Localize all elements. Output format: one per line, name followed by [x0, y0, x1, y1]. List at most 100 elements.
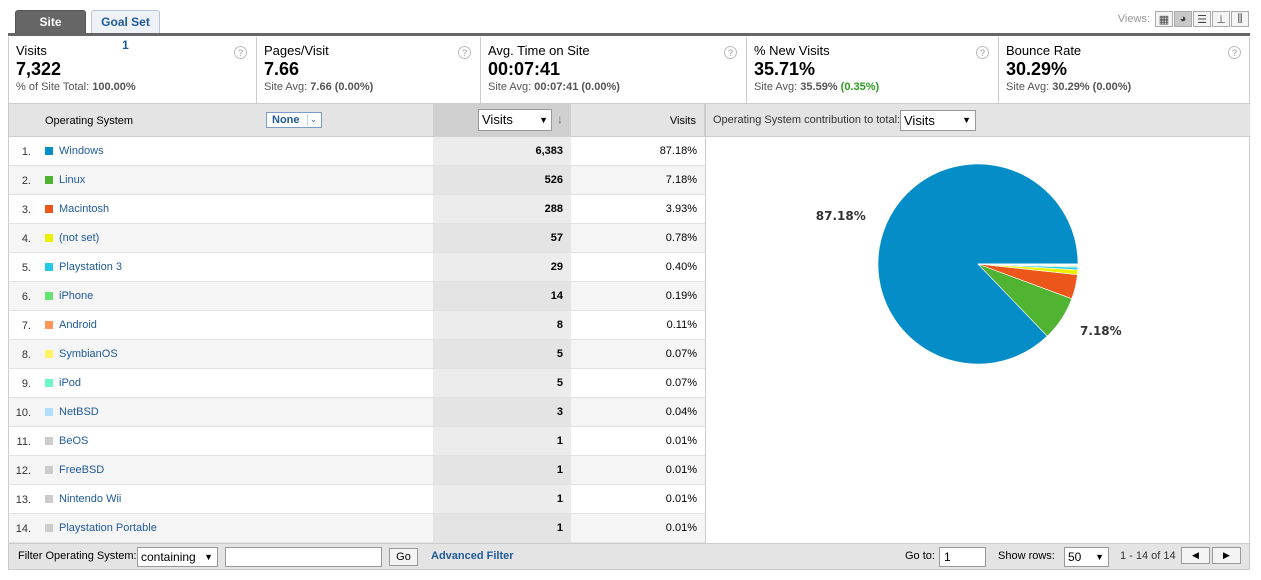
help-icon[interactable]: ? [1228, 46, 1241, 59]
os-name-link[interactable]: Windows [59, 145, 104, 157]
chart-metric-select[interactable]: Visits ▼ [900, 110, 976, 131]
filter-go-button[interactable]: Go [389, 548, 418, 566]
pie-chart: 87.18% 7.18% [816, 163, 1122, 365]
show-rows-select[interactable]: 50 ▼ [1064, 547, 1109, 567]
performance-view-icon[interactable]: ☰ [1193, 11, 1211, 27]
tab-goal-set-1[interactable]: Goal Set 1 [91, 10, 160, 52]
os-name-link[interactable]: (not set) [59, 232, 100, 244]
table-row[interactable]: 2. Linux 526 7.18% [8, 166, 705, 195]
metric-column-header[interactable]: Visits [669, 115, 696, 127]
os-name-link[interactable]: Linux [59, 174, 86, 186]
os-name-link[interactable]: iPod [59, 377, 82, 389]
metric-select[interactable]: Visits ▼ [478, 109, 552, 131]
advanced-filter-link[interactable]: Advanced Filter [431, 550, 514, 562]
metric-bounce-rate: Bounce Rate 30.29% Site Avg: 30.29% (0.0… [999, 37, 1250, 103]
table-row[interactable]: 7. Android 8 0.11% [8, 311, 705, 340]
comparison-view-icon[interactable]: ⊥ [1212, 11, 1230, 27]
metric-pages-visit: Pages/Visit 7.66 Site Avg: 7.66 (0.00%) … [257, 37, 481, 103]
metric-value: 30.29% [1006, 59, 1068, 79]
os-name-link[interactable]: Android [59, 319, 97, 331]
os-name-link[interactable]: BeOS [59, 435, 89, 447]
os-name-link[interactable]: iPhone [59, 290, 94, 302]
os-name-link[interactable]: Macintosh [59, 203, 110, 215]
table-row[interactable]: 12. FreeBSD 1 0.01% [8, 456, 705, 485]
pivot-view-icon[interactable]: ⫼ [1231, 11, 1249, 27]
row-number: 10. [15, 407, 31, 419]
metric-sub: Site Avg: 00:07:41 (0.00%) [488, 81, 620, 93]
visits-value: 5 [433, 340, 571, 368]
table-row[interactable]: 6. iPhone 14 0.19% [8, 282, 705, 311]
metric-label: Avg. Time on Site [488, 43, 590, 58]
filter-input[interactable] [225, 547, 382, 567]
table-row[interactable]: 1. Windows 6,383 87.18% [8, 137, 705, 166]
visits-value: 57 [433, 224, 571, 252]
metric-value: 7.66 [264, 59, 300, 79]
dropdown-arrow-icon: ▼ [962, 115, 971, 125]
visits-percent: 0.01% [665, 493, 697, 505]
row-number: 3. [21, 204, 31, 216]
help-icon[interactable]: ? [724, 46, 737, 59]
visits-value: 1 [433, 456, 571, 484]
sort-descending-icon[interactable]: ↓ [557, 112, 563, 126]
table-view-icon[interactable]: ▦ [1155, 11, 1173, 27]
dimension-header[interactable]: Operating System [45, 115, 134, 127]
visits-percent: 0.04% [665, 406, 697, 418]
table-row[interactable]: 13. Nintendo Wii 1 0.01% [8, 485, 705, 514]
metric-label: % New Visits [754, 43, 830, 58]
pie-data-label: 87.18% [816, 209, 866, 223]
goto-input[interactable]: 1 [939, 547, 986, 567]
row-number: 6. [21, 291, 31, 303]
os-name-link[interactable]: FreeBSD [59, 464, 105, 476]
row-number: 9. [21, 378, 31, 390]
metric-sub: Site Avg: 7.66 (0.00%) [264, 81, 374, 93]
metric-sub: % of Site Total: 100.00% [16, 81, 136, 93]
help-icon[interactable]: ? [458, 46, 471, 59]
table-row[interactable]: 9. iPod 5 0.07% [8, 369, 705, 398]
os-name-link[interactable]: Playstation 3 [59, 261, 122, 273]
series-swatch [45, 379, 53, 387]
dropdown-arrow-icon: ▼ [539, 115, 548, 125]
row-number: 2. [21, 175, 31, 187]
table-footer: Filter Operating System: containing ▼ Go… [8, 543, 1250, 570]
metric-label: Bounce Rate [1006, 43, 1082, 58]
row-number: 4. [21, 233, 31, 245]
table-row[interactable]: 8. SymbianOS 5 0.07% [8, 340, 705, 369]
visits-percent: 0.78% [665, 232, 697, 244]
series-swatch [45, 524, 53, 532]
filter-mode-select[interactable]: containing ▼ [137, 547, 218, 567]
table-row[interactable]: 5. Playstation 3 29 0.40% [8, 253, 705, 282]
metric-sub: Site Avg: 35.59% (0.35%) [754, 81, 880, 93]
table-row[interactable]: 4. (not set) 57 0.78% [8, 224, 705, 253]
tab-site-usage[interactable]: Site Usage [15, 10, 86, 52]
os-name-link[interactable]: NetBSD [59, 406, 99, 418]
metric-summary: Visits 7,322 % of Site Total: 100.00% ? … [8, 37, 1250, 104]
chart-contribution-label: Operating System contribution to total: [713, 114, 901, 126]
secondary-dimension-select[interactable]: None ⌄ [266, 112, 322, 128]
visits-value: 29 [433, 253, 571, 281]
chart-header: Operating System contribution to total: … [706, 104, 1250, 137]
metric-sub: Site Avg: 30.29% (0.00%) [1006, 81, 1132, 93]
os-name-link[interactable]: Nintendo Wii [59, 493, 122, 505]
row-number: 1. [21, 146, 31, 158]
visits-percent: 0.11% [666, 319, 697, 331]
table-row[interactable]: 14. Playstation Portable 1 0.01% [8, 514, 705, 543]
table-row[interactable]: 3. Macintosh 288 3.93% [8, 195, 705, 224]
metric-value: 7,322 [16, 59, 62, 79]
sort-column-header: Visits ▼ ↓ [433, 104, 571, 137]
os-name-link[interactable]: SymbianOS [59, 348, 118, 360]
visits-percent: 3.93% [665, 203, 697, 215]
pie-data-label: 7.18% [1080, 324, 1122, 338]
next-page-button[interactable]: ▶ [1212, 547, 1241, 564]
os-name-link[interactable]: Playstation Portable [59, 522, 157, 534]
goto-label: Go to: [905, 550, 935, 562]
visits-value: 526 [433, 166, 571, 194]
help-icon[interactable]: ? [976, 46, 989, 59]
prev-page-button[interactable]: ◀ [1181, 547, 1210, 564]
visits-percent: 0.01% [665, 522, 697, 534]
help-icon[interactable]: ? [234, 46, 247, 59]
visits-percent: 0.40% [665, 261, 697, 273]
table-row[interactable]: 11. BeOS 1 0.01% [8, 427, 705, 456]
pie-view-icon[interactable]: ◕ [1174, 11, 1192, 27]
dropdown-arrow-icon: ▼ [204, 552, 213, 562]
table-row[interactable]: 10. NetBSD 3 0.04% [8, 398, 705, 427]
